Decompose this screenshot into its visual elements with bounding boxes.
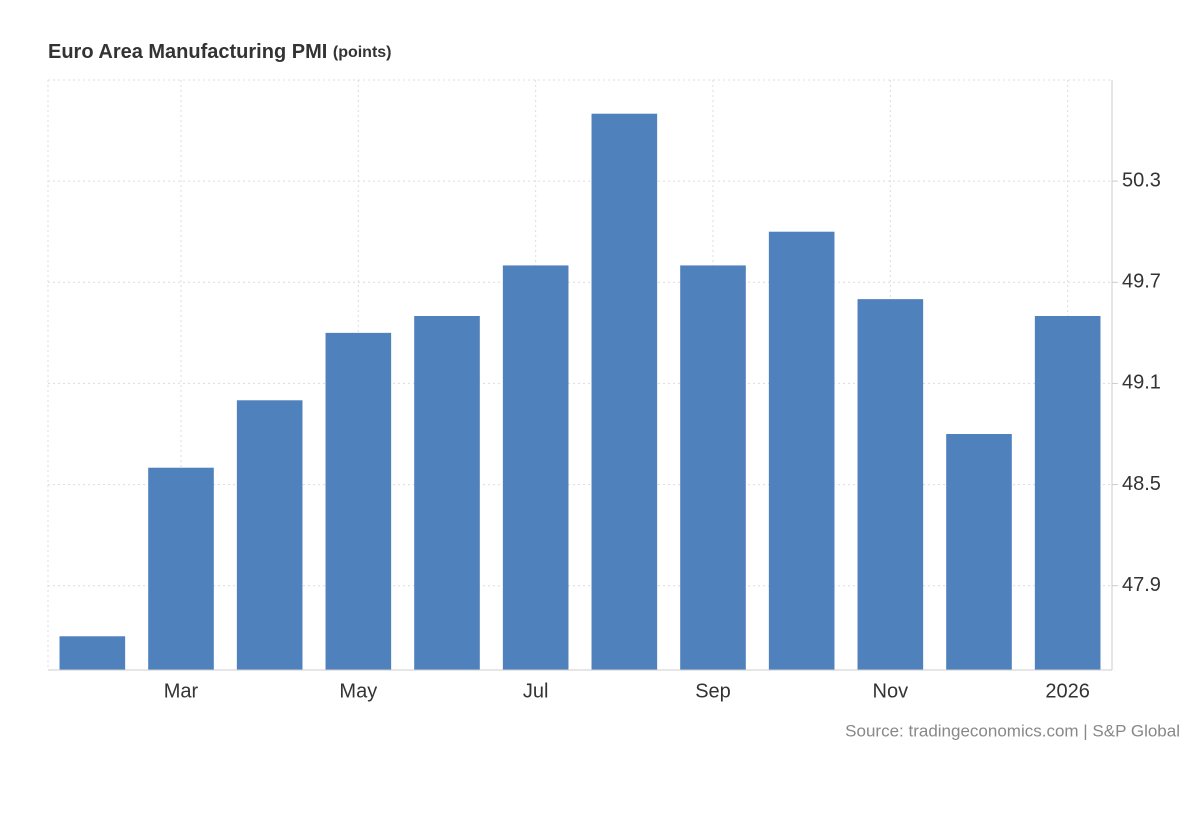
- bar: [857, 299, 924, 670]
- bar: [325, 332, 392, 670]
- bar: [414, 316, 480, 670]
- bar: [1034, 316, 1101, 670]
- y-tick-label: 47.9: [1122, 574, 1161, 596]
- x-tick-label: May: [339, 680, 377, 702]
- title: Euro Area Manufacturing PMI: [48, 41, 327, 63]
- bar: [680, 265, 746, 670]
- y-tick-label: 48.5: [1122, 473, 1161, 495]
- bar: [59, 636, 126, 670]
- x-tick-label: Sep: [695, 680, 731, 702]
- x-tick-label: Nov: [873, 680, 909, 702]
- source: Source: tradingeconomics.com | S&P Globa…: [845, 721, 1180, 740]
- y-tick-label: 49.7: [1122, 271, 1161, 293]
- bar: [148, 467, 214, 670]
- bar: [591, 113, 658, 670]
- bar: [768, 231, 835, 670]
- chart-title: Euro Area Manufacturing PMI (points): [48, 41, 392, 63]
- x-tick-label: 2026: [1045, 680, 1090, 702]
- x-tick-label: Jul: [523, 680, 549, 702]
- bar: [236, 400, 303, 670]
- unit: (points): [333, 44, 392, 61]
- y-tick-label: 50.3: [1122, 169, 1161, 191]
- bar: [946, 434, 1012, 670]
- x-tick-label: Mar: [164, 680, 199, 702]
- bar: [502, 265, 569, 670]
- y-tick-label: 49.1: [1122, 372, 1161, 394]
